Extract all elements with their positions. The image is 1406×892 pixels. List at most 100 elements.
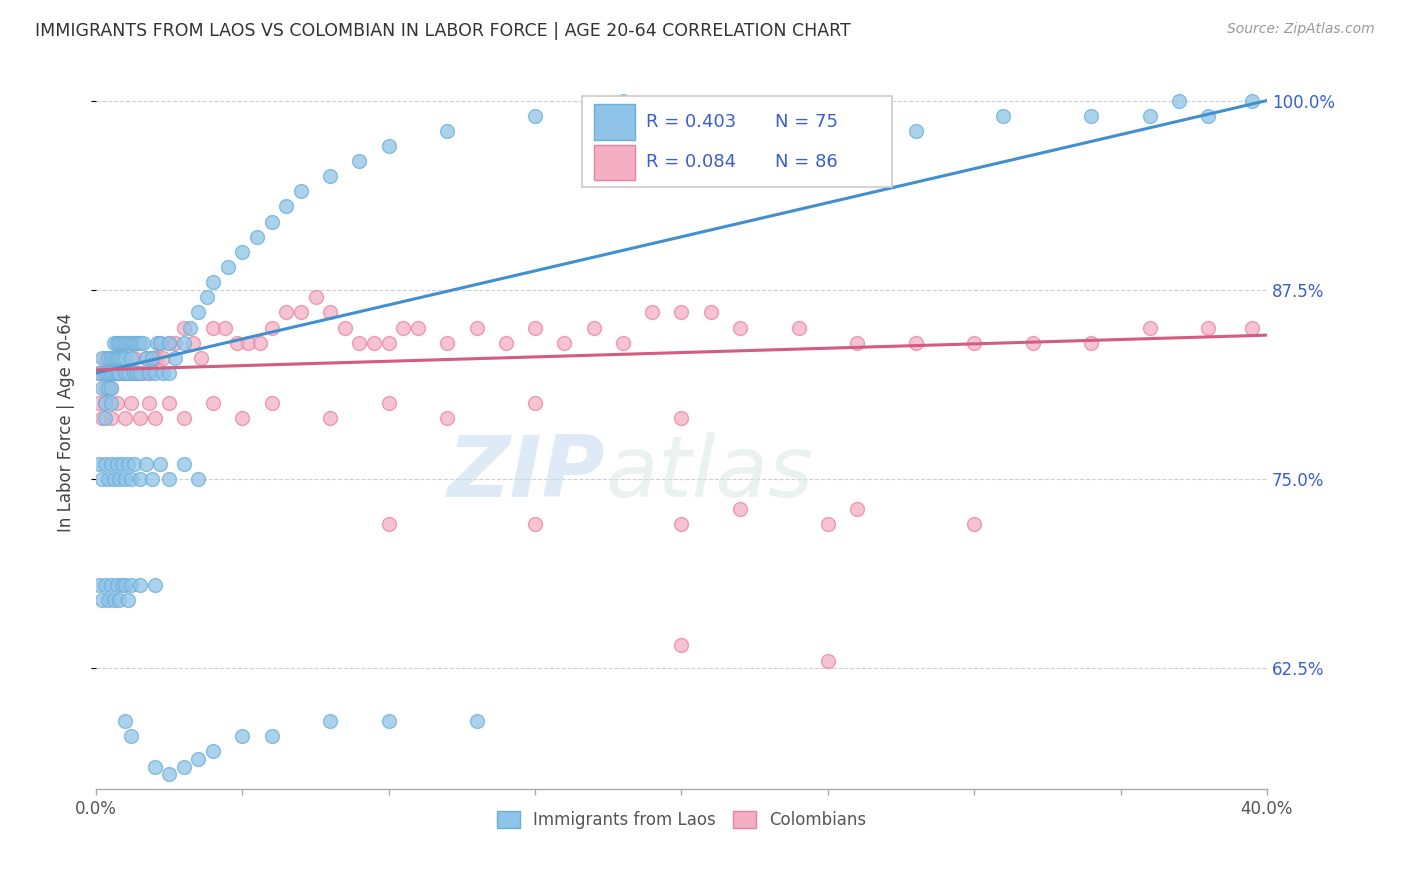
Point <box>671 109 693 123</box>
Point <box>846 502 869 516</box>
Point <box>152 351 174 365</box>
Point <box>524 109 547 123</box>
Point <box>149 457 172 471</box>
Point <box>108 593 131 607</box>
Point <box>143 759 166 773</box>
Point <box>100 396 122 410</box>
Point <box>465 714 488 728</box>
Point <box>249 335 271 350</box>
Point <box>1080 109 1102 123</box>
Text: Source: ZipAtlas.com: Source: ZipAtlas.com <box>1227 22 1375 37</box>
Point <box>173 411 195 425</box>
Point <box>436 124 458 138</box>
Point <box>173 320 195 334</box>
Point <box>114 472 136 486</box>
Point <box>105 335 128 350</box>
Point <box>582 320 605 334</box>
Point <box>120 396 142 410</box>
Point <box>377 139 399 153</box>
Point <box>141 351 163 365</box>
Text: IMMIGRANTS FROM LAOS VS COLOMBIAN IN LABOR FORCE | AGE 20-64 CORRELATION CHART: IMMIGRANTS FROM LAOS VS COLOMBIAN IN LAB… <box>35 22 851 40</box>
Point <box>94 411 117 425</box>
Point <box>363 335 385 350</box>
Point <box>108 472 131 486</box>
Point <box>195 290 218 304</box>
Point <box>141 351 163 365</box>
Point <box>135 351 157 365</box>
Text: R = 0.403: R = 0.403 <box>647 113 737 131</box>
Point <box>436 411 458 425</box>
Point <box>217 260 239 274</box>
Point <box>377 335 399 350</box>
Point <box>436 335 458 350</box>
Point <box>728 124 751 138</box>
Point <box>97 366 120 380</box>
Point <box>94 578 117 592</box>
Point <box>87 366 110 380</box>
Point <box>114 351 136 365</box>
Point <box>120 729 142 743</box>
Point <box>173 457 195 471</box>
Point <box>120 335 142 350</box>
Point <box>94 366 117 380</box>
Point <box>165 351 187 365</box>
Point <box>122 457 145 471</box>
Point <box>202 744 225 758</box>
Point <box>120 366 142 380</box>
Point <box>246 229 269 244</box>
Point <box>105 351 128 365</box>
Point <box>671 305 693 319</box>
Point <box>94 381 117 395</box>
Point <box>90 593 112 607</box>
Point <box>202 396 225 410</box>
Point <box>97 472 120 486</box>
Point <box>304 290 326 304</box>
Point <box>524 517 547 532</box>
Point <box>125 366 148 380</box>
Point <box>100 411 122 425</box>
Text: atlas: atlas <box>606 432 813 515</box>
Point <box>157 335 180 350</box>
Point <box>100 457 122 471</box>
Point <box>349 335 371 350</box>
Point <box>111 351 134 365</box>
Point <box>392 320 415 334</box>
Point <box>671 411 693 425</box>
Point <box>87 396 110 410</box>
Point <box>238 335 260 350</box>
Point <box>117 366 139 380</box>
Point <box>97 593 120 607</box>
Point <box>214 320 236 334</box>
Point <box>377 714 399 728</box>
Point <box>100 366 122 380</box>
Point <box>90 351 112 365</box>
Point <box>111 457 134 471</box>
Point <box>114 366 136 380</box>
Point <box>143 351 166 365</box>
Point <box>187 472 209 486</box>
Point <box>97 351 120 365</box>
Point <box>105 396 128 410</box>
Point <box>94 457 117 471</box>
Point <box>125 335 148 350</box>
Point <box>817 109 839 123</box>
Point <box>290 185 312 199</box>
Point <box>103 366 125 380</box>
Point <box>129 335 152 350</box>
Point <box>671 639 693 653</box>
Point <box>114 578 136 592</box>
Point <box>117 457 139 471</box>
Point <box>105 578 128 592</box>
Point <box>143 411 166 425</box>
Point <box>132 335 155 350</box>
Point <box>94 351 117 365</box>
Point <box>1241 94 1264 108</box>
Point <box>100 381 122 395</box>
Point <box>319 411 342 425</box>
Point <box>553 335 575 350</box>
Point <box>146 335 169 350</box>
Point <box>524 320 547 334</box>
Point <box>103 593 125 607</box>
Point <box>225 335 247 350</box>
Point <box>90 366 112 380</box>
